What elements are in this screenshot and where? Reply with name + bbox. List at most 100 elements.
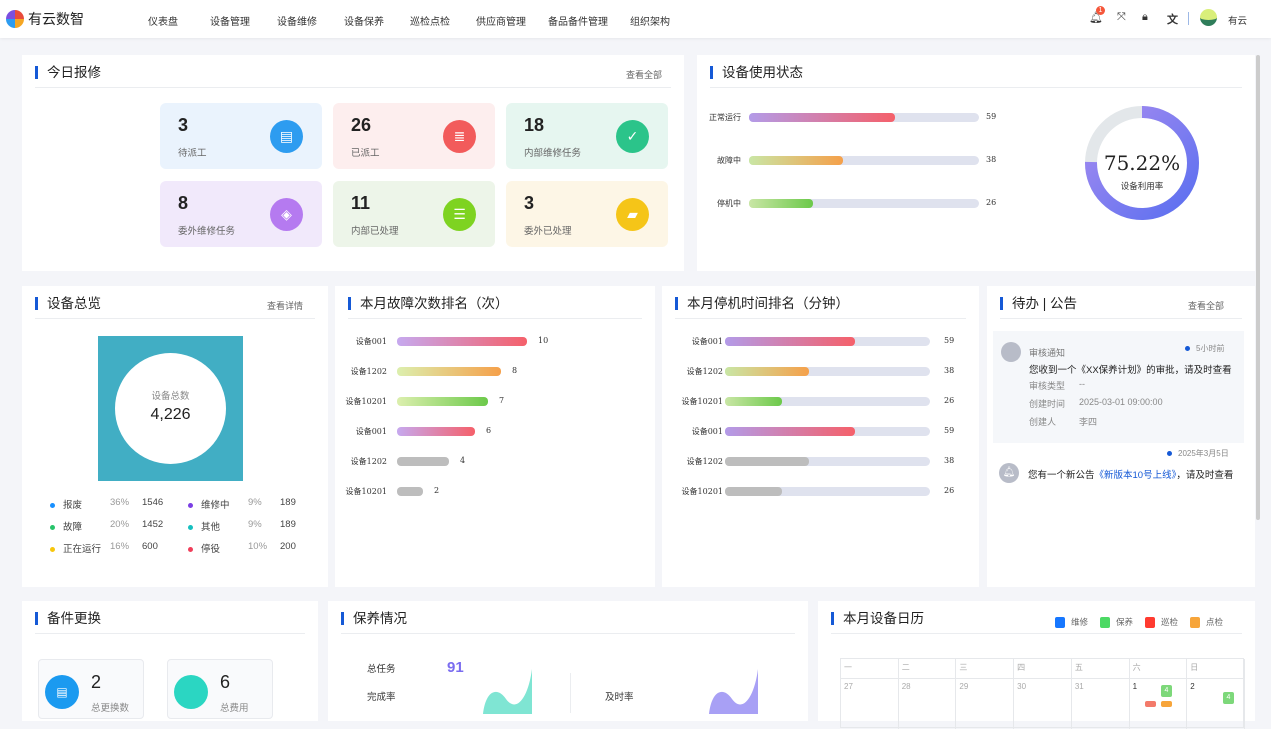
nav-item[interactable]: 组织架构: [630, 17, 670, 28]
legend-item[interactable]: 正在运行 16% 600: [50, 541, 190, 555]
nav-item[interactable]: 设备维修: [277, 17, 317, 28]
bar-fill: [397, 397, 488, 406]
legend-item[interactable]: 维修中 9% 189: [188, 497, 328, 511]
announcement-prefix: 您有一个新公告: [1028, 470, 1095, 481]
tile-value: 26: [351, 115, 372, 135]
divider: [35, 87, 671, 88]
notice-type: 审核通知: [1029, 348, 1066, 358]
inspection-event: [1145, 701, 1156, 707]
tile-label: 委外已处理: [524, 226, 572, 237]
bar-label: 设备001: [355, 337, 387, 346]
total-cost-tile: 6 总费用: [167, 659, 273, 719]
bar-fill: [749, 156, 843, 165]
calendar-legend-item[interactable]: 保养: [1100, 616, 1134, 629]
calendar-legend-item[interactable]: 巡检: [1145, 616, 1178, 629]
calendar-day[interactable]: 31: [1072, 679, 1130, 729]
repair-stat-tile[interactable]: 11 内部已处理 ☰: [333, 181, 495, 247]
view-details-link[interactable]: 查看详情: [267, 301, 304, 311]
bar-label: 设备10201: [345, 487, 387, 496]
calendar-day[interactable]: 30: [1014, 679, 1072, 729]
tile-value: 3: [524, 193, 535, 213]
bar-label: 设备1202: [686, 457, 723, 466]
legend-name: 报废: [63, 500, 83, 511]
field-label: 创建时间: [1029, 399, 1066, 409]
audit-notice-item[interactable]: 审核通知 5小时前 您收到一个《XX保养计划》的审批，请及时查看 审核类型 -- 创…: [993, 331, 1244, 443]
maintenance-event[interactable]: 4: [1161, 685, 1172, 697]
bar-label: 设备10201: [681, 397, 723, 406]
bar-value: 59: [986, 112, 997, 121]
bar-track: [749, 199, 979, 208]
repair-stat-tile[interactable]: 3 委外已处理 ▰: [506, 181, 668, 247]
bar-label: 设备1202: [350, 457, 387, 466]
divider: [570, 673, 571, 713]
calendar-legend-item[interactable]: 维修: [1055, 616, 1088, 629]
calendar-day[interactable]: 1: [1130, 679, 1188, 729]
nav-item[interactable]: 设备保养: [344, 17, 384, 28]
repair-stat-tile[interactable]: 26 已派工 ≣: [333, 103, 495, 169]
nav-item[interactable]: 仪表盘: [148, 17, 178, 28]
legend-swatch: [1055, 617, 1065, 629]
tile-label: 总更换数: [91, 703, 130, 714]
announcement-link[interactable]: 《新版本10号上线》: [1094, 470, 1177, 481]
nav-item[interactable]: 设备管理: [210, 17, 250, 28]
brand-logo[interactable]: 有云数智: [6, 9, 84, 29]
field-label: 审核类型: [1029, 381, 1066, 391]
legend-item[interactable]: 其他 9% 189: [188, 519, 328, 533]
calendar-day[interactable]: 28: [899, 679, 957, 729]
bar-value: 4: [460, 456, 466, 465]
scrollbar[interactable]: [1256, 55, 1260, 520]
total-replacements-tile: ▤ 2 总更换数: [38, 659, 144, 719]
bar-label: 设备001: [355, 427, 387, 436]
bar-label: 设备001: [691, 427, 723, 436]
bar-label: 停机中: [717, 199, 741, 208]
nav-item[interactable]: 巡检点检: [410, 17, 450, 28]
bell-icon[interactable]: 🔔︎: [1089, 12, 1103, 24]
nav-item[interactable]: 备品备件管理: [548, 17, 608, 28]
legend-count: 600: [142, 541, 158, 552]
bar-value: 26: [944, 486, 955, 495]
legend-item[interactable]: 报废 36% 1546: [50, 497, 190, 511]
bar-fill: [397, 487, 423, 496]
weekday-header: 日: [1187, 659, 1245, 679]
repair-stat-tile[interactable]: 18 内部维修任务 ✓: [506, 103, 668, 169]
legend-name: 点检: [1206, 617, 1224, 627]
calendar-legend-item[interactable]: 点检: [1190, 616, 1224, 629]
legend-item[interactable]: 停役 10% 200: [188, 541, 328, 555]
card-title: 保养情况: [341, 612, 407, 625]
tile-label: 内部维修任务: [524, 148, 582, 159]
calendar-day[interactable]: 27: [841, 679, 899, 729]
bar-fill: [397, 367, 501, 376]
bar-track: [749, 156, 979, 165]
legend-item[interactable]: 故障 20% 1452: [50, 519, 190, 533]
weekday-header: 五: [1071, 659, 1130, 679]
bar-value: 8: [512, 366, 518, 375]
notice-time: 5小时前: [1196, 344, 1225, 353]
legend-count: 200: [280, 541, 296, 552]
nav-item[interactable]: 供应商管理: [476, 17, 526, 28]
top-header: 有云数智 仪表盘 设备管理 设备维修 设备保养 巡检点检 供应商管理 备品备件管理 组织架构 …: [0, 0, 1271, 38]
calendar-day[interactable]: 29: [956, 679, 1015, 729]
card-title: 今日报修: [35, 66, 101, 79]
tile-value: 2: [91, 672, 102, 692]
bar-label: 设备1202: [686, 367, 723, 376]
lock-icon[interactable]: 🔒︎: [1142, 11, 1148, 23]
fullscreen-icon[interactable]: ⤧: [1117, 11, 1126, 23]
card-title: 设备总览: [35, 297, 101, 310]
legend-dot: [50, 546, 55, 552]
downtime-ranking-card: 本月停机时间排名（分钟） 设备001 59 设备1202 38 设备10201 26 设备0…: [662, 286, 979, 587]
repair-stat-tile[interactable]: 3 待派工 ▤: [160, 103, 322, 169]
avatar[interactable]: [1200, 9, 1217, 26]
bar-value: 2: [434, 486, 440, 495]
utilization-label: 设备利用率: [1120, 181, 1164, 191]
user-name[interactable]: 有云: [1228, 16, 1248, 27]
translate-icon[interactable]: 文: [1167, 14, 1178, 26]
bar-fill: [397, 337, 527, 346]
maintenance-event[interactable]: 4: [1223, 692, 1234, 704]
card-title: 本月故障次数排名（次）: [348, 297, 509, 310]
view-all-link[interactable]: 查看全部: [1188, 301, 1225, 311]
legend-name: 保养: [1116, 617, 1134, 627]
view-all-link[interactable]: 查看全部: [626, 70, 663, 80]
repair-stat-tile[interactable]: 8 委外维修任务 ◈: [160, 181, 322, 247]
calendar-day[interactable]: 2: [1187, 679, 1245, 729]
announcement-item[interactable]: 您有一个新公告《新版本10号上线》，请及时查看: [1028, 467, 1233, 481]
